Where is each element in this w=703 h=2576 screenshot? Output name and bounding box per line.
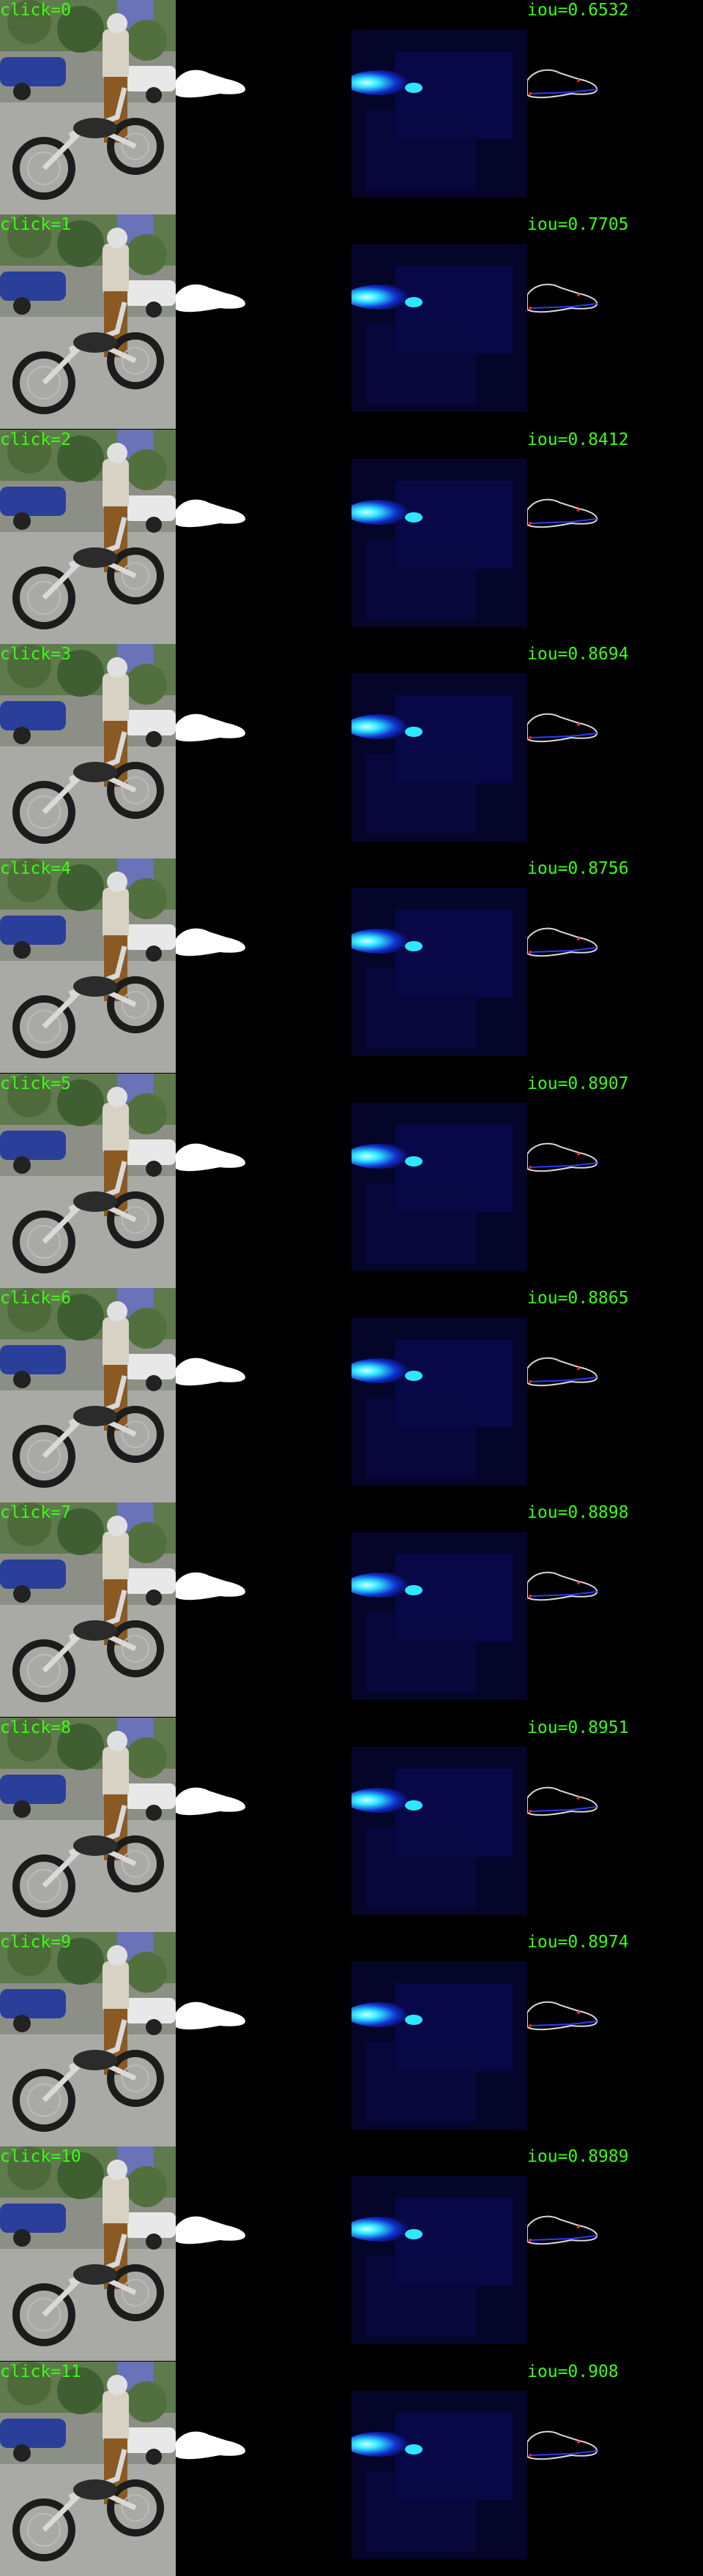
- segmentation-mask: [176, 858, 352, 1074]
- iou-label: iou=0.8951: [527, 1718, 629, 1737]
- iteration-row: click=7 iou=0.8898: [0, 1502, 703, 1718]
- prediction-heatmap: [352, 2146, 527, 2362]
- segmentation-mask: [176, 2361, 352, 2576]
- click-label: click=5: [0, 1074, 71, 1093]
- iou-label: iou=0.8989: [527, 2147, 629, 2167]
- click-label: click=3: [0, 645, 71, 664]
- mask-comparison: [527, 1288, 703, 1502]
- segmentation-mask: [176, 2146, 352, 2362]
- segmentation-mask: [176, 1288, 352, 1502]
- click-label: click=2: [0, 430, 71, 449]
- segmentation-mask: [176, 0, 352, 214]
- scene-photo: [0, 1502, 176, 1718]
- iou-label: iou=0.908: [527, 2362, 619, 2381]
- mask-comparison: [527, 1932, 703, 2146]
- click-label: click=0: [0, 1, 71, 20]
- click-label: click=4: [0, 859, 71, 879]
- iou-label: iou=0.8756: [527, 859, 629, 879]
- iteration-row: click=0 iou=0.6532: [0, 0, 703, 214]
- mask-comparison: [527, 2361, 703, 2576]
- scene-photo: [0, 1073, 176, 1288]
- iteration-row: click=1 iou=0.7705: [0, 214, 703, 430]
- click-label: click=11: [0, 2362, 81, 2381]
- segmentation-mask: [176, 429, 352, 644]
- iou-label: iou=0.8907: [527, 1074, 629, 1093]
- scene-photo: [0, 0, 176, 214]
- iou-label: iou=0.6532: [527, 1, 629, 20]
- scene-photo: [0, 214, 176, 430]
- iou-label: iou=0.8412: [527, 430, 629, 449]
- segmentation-mask: [176, 1502, 352, 1718]
- scene-photo: [0, 1288, 176, 1502]
- iteration-row: click=8 iou=0.8951: [0, 1717, 703, 1932]
- iteration-row: click=10 iou=0.8989: [0, 2146, 703, 2362]
- iou-label: iou=0.7705: [527, 215, 629, 235]
- mask-comparison: [527, 0, 703, 214]
- click-label: click=7: [0, 1503, 71, 1523]
- iou-label: iou=0.8865: [527, 1289, 629, 1308]
- click-label: click=9: [0, 1933, 71, 1952]
- click-label: click=1: [0, 215, 71, 235]
- prediction-heatmap: [352, 214, 527, 430]
- segmentation-mask: [176, 644, 352, 858]
- prediction-heatmap: [352, 1932, 527, 2146]
- iteration-row: click=5 iou=0.8907: [0, 1073, 703, 1288]
- prediction-heatmap: [352, 644, 527, 858]
- mask-comparison: [527, 2146, 703, 2362]
- scene-photo: [0, 858, 176, 1074]
- iou-label: iou=0.8694: [527, 645, 629, 664]
- scene-photo: [0, 644, 176, 858]
- mask-comparison: [527, 214, 703, 430]
- iou-label: iou=0.8898: [527, 1503, 629, 1523]
- scene-photo: [0, 1717, 176, 1932]
- iteration-row: click=2 iou=0.8412: [0, 429, 703, 644]
- mask-comparison: [527, 1717, 703, 1932]
- prediction-heatmap: [352, 429, 527, 644]
- click-label: click=8: [0, 1718, 71, 1737]
- scene-photo: [0, 2146, 176, 2362]
- prediction-heatmap: [352, 1717, 527, 1932]
- scene-photo: [0, 2361, 176, 2576]
- iteration-row: click=4 iou=0.8756: [0, 858, 703, 1074]
- prediction-heatmap: [352, 1502, 527, 1718]
- iteration-row: click=9 iou=0.8974: [0, 1932, 703, 2146]
- click-label: click=10: [0, 2147, 81, 2167]
- scene-photo: [0, 429, 176, 644]
- mask-comparison: [527, 1073, 703, 1288]
- mask-comparison: [527, 644, 703, 858]
- prediction-heatmap: [352, 1288, 527, 1502]
- segmentation-mask: [176, 1073, 352, 1288]
- scene-photo: [0, 1932, 176, 2146]
- iou-label: iou=0.8974: [527, 1933, 629, 1952]
- segmentation-mask: [176, 1717, 352, 1932]
- segmentation-mask: [176, 1932, 352, 2146]
- prediction-heatmap: [352, 858, 527, 1074]
- iteration-row: click=6 iou=0.8865: [0, 1288, 703, 1502]
- iteration-row: click=3 iou=0.8694: [0, 644, 703, 858]
- prediction-heatmap: [352, 2361, 527, 2576]
- iteration-row: click=11 iou=0.908: [0, 2361, 703, 2576]
- mask-comparison: [527, 1502, 703, 1718]
- mask-comparison: [527, 858, 703, 1074]
- mask-comparison: [527, 429, 703, 644]
- prediction-heatmap: [352, 0, 527, 214]
- prediction-heatmap: [352, 1073, 527, 1288]
- segmentation-mask: [176, 214, 352, 430]
- click-label: click=6: [0, 1289, 71, 1308]
